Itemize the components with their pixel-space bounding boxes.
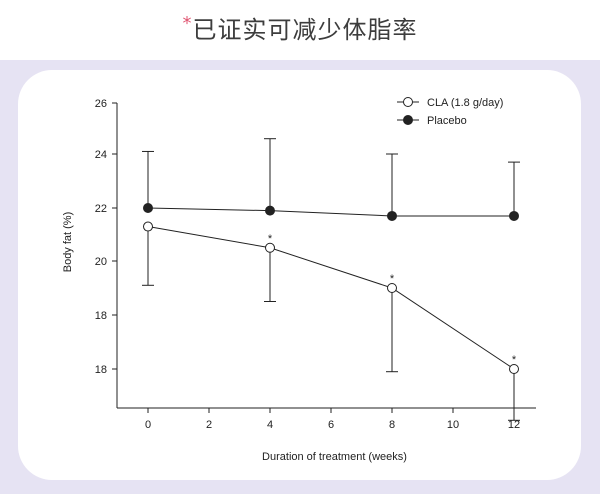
series-line <box>147 226 515 370</box>
significance-marker: * <box>512 354 517 366</box>
significance-marker: * <box>268 233 273 245</box>
data-point <box>143 221 153 232</box>
x-tick-label: 2 <box>206 419 212 431</box>
x-tick-label: 10 <box>447 419 459 431</box>
y-tick-label: 18 <box>95 364 107 376</box>
data-point <box>509 210 519 221</box>
legend-marker <box>403 97 413 107</box>
x-axis-title: Duration of treatment (weeks) <box>262 451 407 463</box>
series-line <box>147 207 514 217</box>
x-tick-label: 4 <box>267 419 273 431</box>
legend: CLA (1.8 g/day) Placebo <box>397 97 503 127</box>
data-point <box>387 210 397 221</box>
data-point <box>509 364 519 374</box>
series-placebo <box>142 138 520 221</box>
significance-marker: * <box>390 273 395 285</box>
data-point <box>265 205 275 216</box>
x-tick-label: 6 <box>328 419 334 431</box>
series-layer: * * * <box>142 138 520 421</box>
banner-asterisk: * <box>182 13 193 34</box>
legend-entry: CLA (1.8 g/day) <box>427 97 503 109</box>
y-tick-label: 22 <box>95 203 107 215</box>
x-tick-label: 8 <box>389 419 395 431</box>
y-tick-label: 20 <box>95 256 107 268</box>
y-tick-label: 24 <box>95 149 107 161</box>
x-tick-label: 0 <box>145 419 151 431</box>
y-tick-label: 26 <box>95 98 107 110</box>
chart-card <box>18 70 581 480</box>
y-tick-label: 18 <box>95 310 107 322</box>
data-point <box>143 203 153 213</box>
legend-entry: Placebo <box>427 115 467 127</box>
x-tick-label: 12 <box>508 419 520 431</box>
y-axis-title: Body fat (%) <box>62 212 74 273</box>
series-cla: * * * <box>142 221 520 421</box>
data-point <box>387 283 397 293</box>
banner-text: 已证实可减少体脂率 <box>192 16 418 44</box>
data-point <box>265 242 275 253</box>
banner-title: *已证实可减少体脂率 <box>0 0 600 60</box>
legend-marker <box>403 115 413 125</box>
